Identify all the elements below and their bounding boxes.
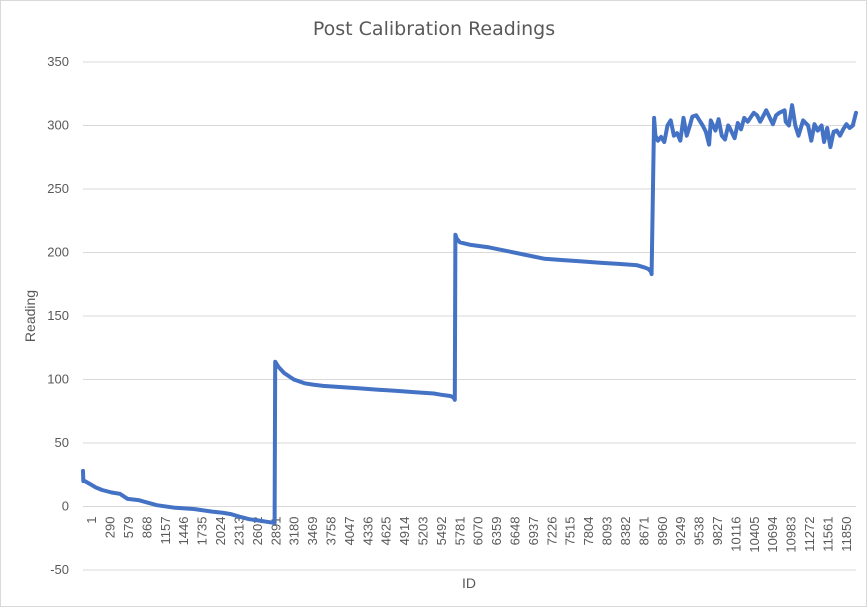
x-tick-label: 8671 [636, 517, 651, 546]
x-axis-ticks: 1 290 579 868 1157 1446 1735 2024 2313 2602 2891 31… [84, 517, 854, 553]
x-tick-label: 868 [139, 517, 154, 539]
y-tick-label: -50 [50, 562, 69, 577]
x-tick-label: 10983 [784, 517, 799, 553]
gridlines [83, 61, 856, 571]
x-axis-label: ID [462, 575, 476, 591]
x-tick-label: 1157 [158, 517, 173, 545]
x-tick-label: 5492 [434, 517, 449, 546]
x-tick-label: 9827 [710, 517, 725, 546]
x-tick-label: 1735 [195, 517, 210, 546]
x-tick-label: 10405 [747, 517, 762, 553]
x-tick-label: 8960 [655, 517, 670, 546]
chart-title: Post Calibration Readings [313, 18, 555, 40]
x-tick-label: 290 [103, 517, 118, 539]
x-tick-label: 7804 [581, 517, 596, 546]
x-tick-label: 9538 [692, 517, 707, 546]
y-tick-label: 350 [47, 54, 69, 69]
x-tick-label: 4047 [342, 517, 357, 546]
x-tick-label: 3758 [323, 517, 338, 546]
x-tick-label: 579 [121, 517, 136, 539]
y-tick-label: 250 [47, 181, 69, 196]
x-tick-label: 4625 [379, 517, 394, 546]
x-tick-label: 5781 [452, 517, 467, 546]
y-tick-label: 100 [47, 372, 69, 387]
x-tick-label: 4914 [397, 517, 412, 546]
x-tick-label: 6359 [489, 517, 504, 546]
x-tick-label: 7515 [563, 517, 578, 546]
x-tick-label: 2313 [231, 517, 246, 546]
x-tick-label: 3180 [287, 517, 302, 546]
y-tick-label: 150 [47, 308, 69, 323]
x-tick-label: 6937 [526, 517, 541, 546]
x-tick-label: 11850 [839, 517, 854, 552]
series-line [81, 103, 858, 525]
x-tick-label: 8382 [618, 517, 633, 546]
x-tick-label: 5203 [415, 517, 430, 546]
series-layer [81, 103, 858, 525]
y-tick-label: 200 [47, 245, 69, 260]
x-tick-label: 7226 [544, 517, 559, 546]
x-tick-label: 2602 [250, 517, 265, 546]
y-axis-ticks: -50 0 50 100 150 200 250 300 350 [47, 54, 69, 577]
x-tick-label: 3469 [305, 517, 320, 546]
x-tick-label: 1 [84, 517, 99, 524]
x-tick-label: 6648 [508, 517, 523, 546]
y-tick-label: 0 [62, 499, 69, 514]
y-tick-label: 50 [55, 435, 69, 450]
x-tick-label: 6070 [471, 517, 486, 546]
x-tick-label: 2024 [213, 517, 228, 546]
x-tick-label: 9249 [673, 517, 688, 546]
y-axis-label: Reading [22, 290, 38, 342]
x-tick-label: 8093 [600, 517, 615, 546]
x-tick-label: 11272 [802, 517, 817, 552]
y-tick-label: 300 [47, 118, 69, 133]
x-tick-label: 10694 [765, 517, 780, 553]
x-tick-label: 1446 [176, 517, 191, 546]
x-tick-label: 4336 [360, 517, 375, 546]
x-tick-label: 10116 [728, 517, 743, 552]
x-tick-label: 11561 [820, 517, 835, 552]
